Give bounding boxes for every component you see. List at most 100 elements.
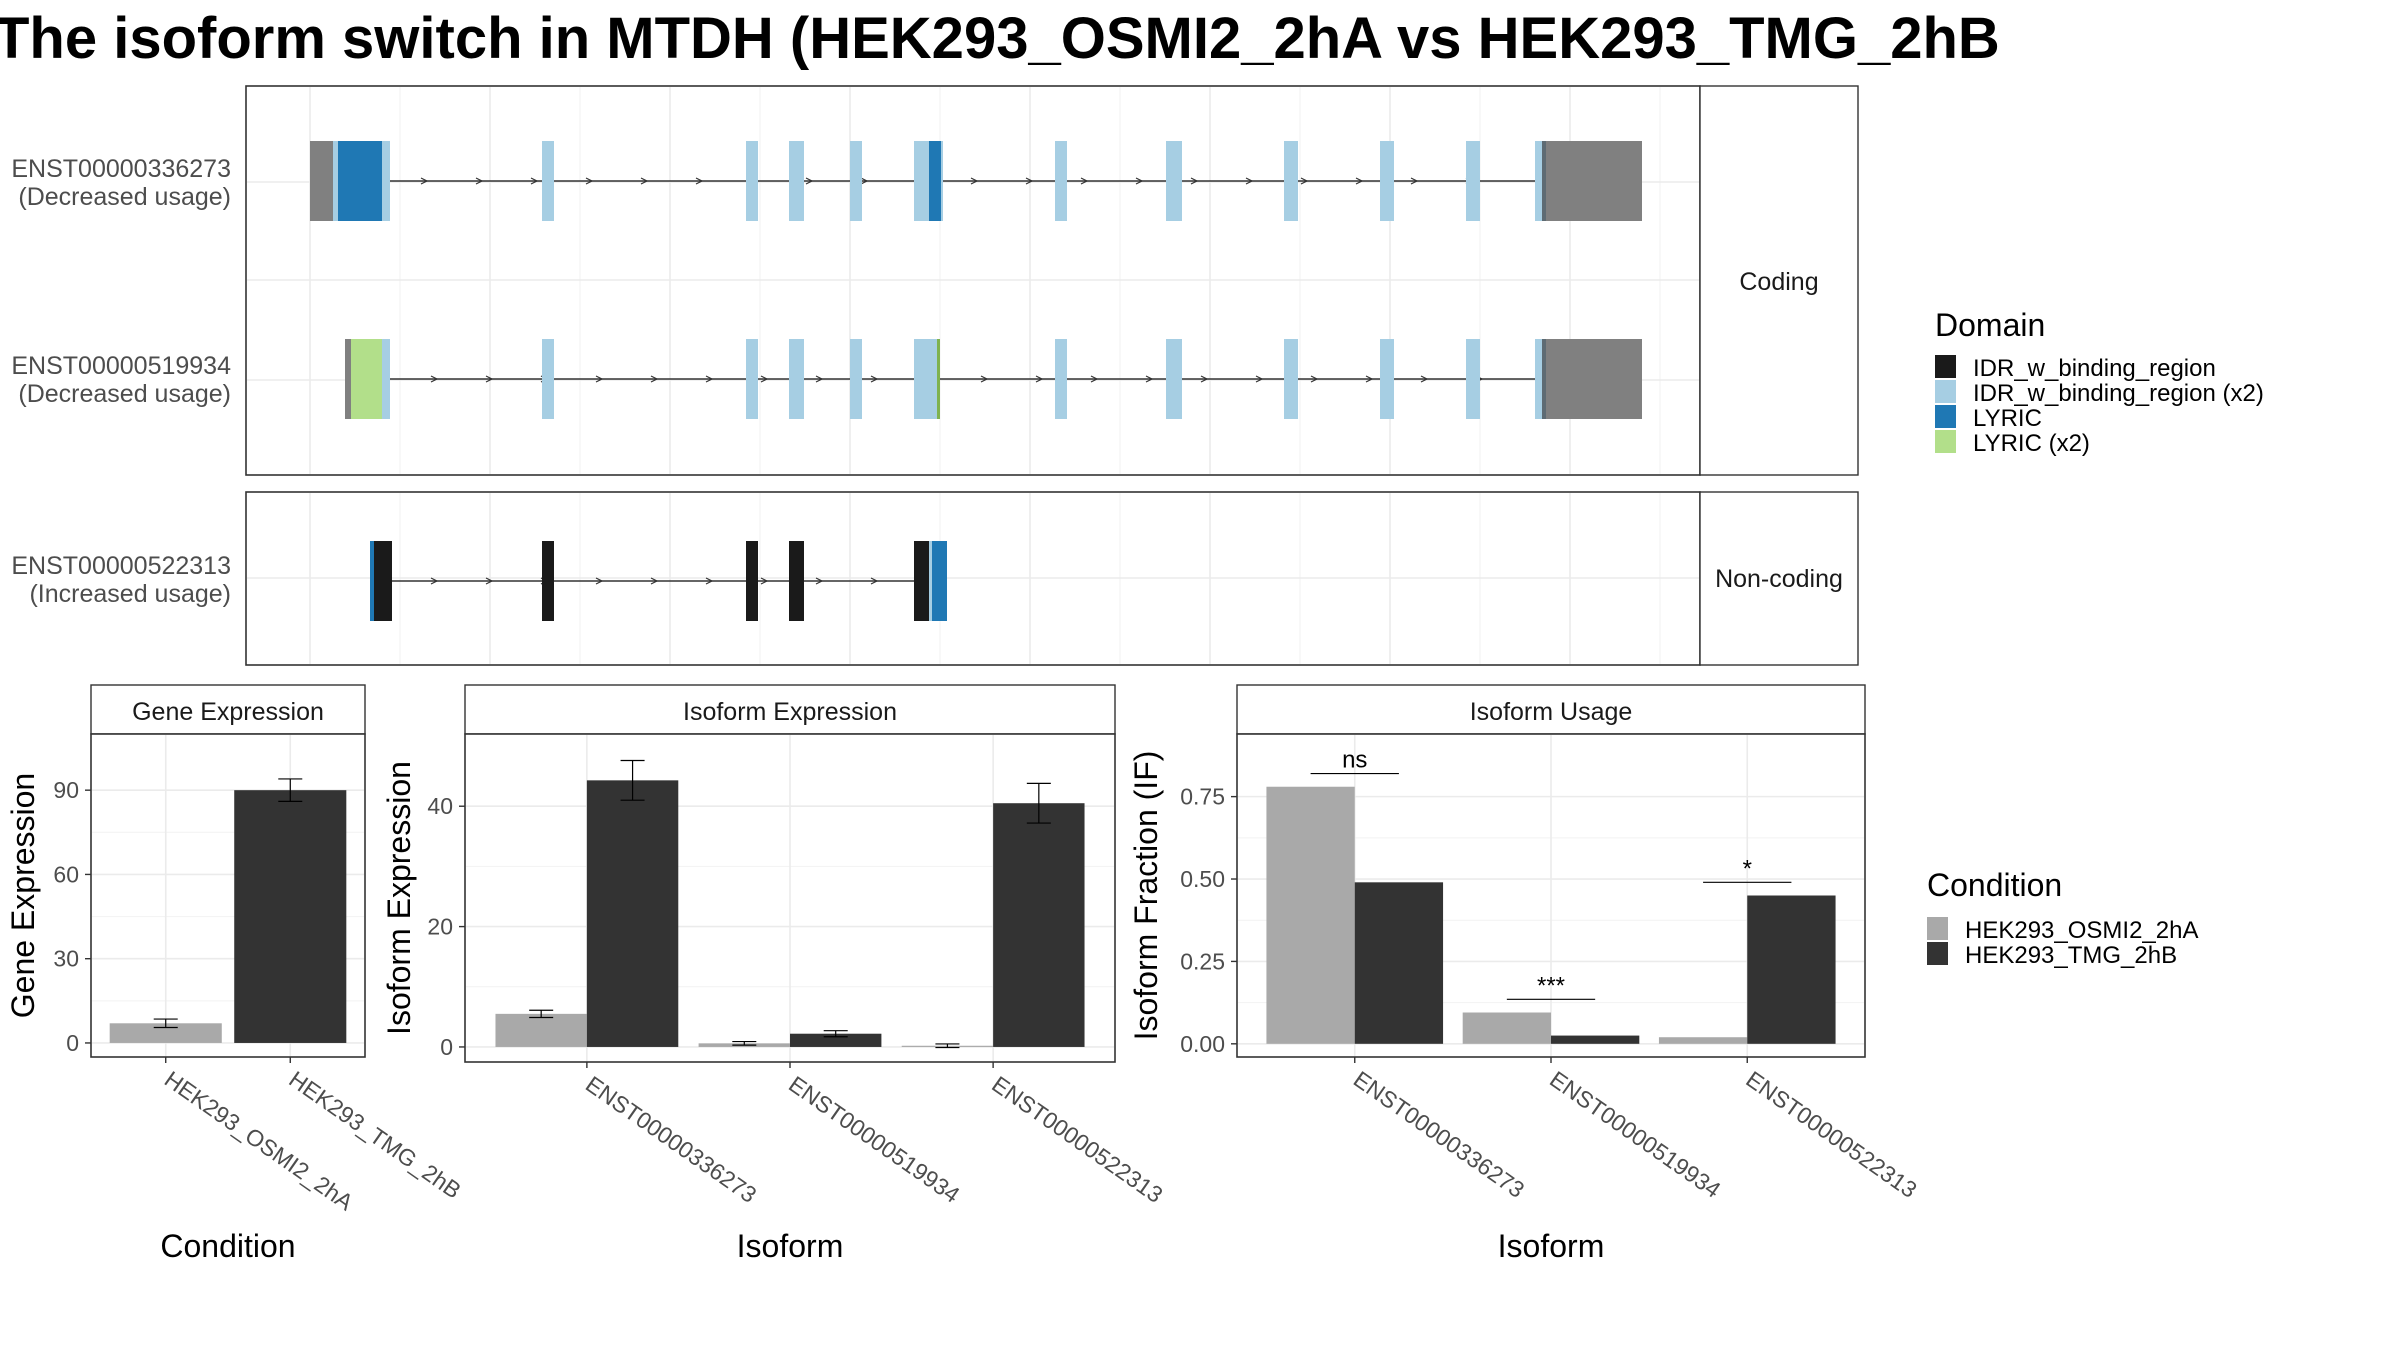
transcript-id: ENST00000519934: [11, 352, 231, 380]
bar: [1551, 1035, 1640, 1044]
transcript-id: ENST00000336273: [11, 155, 231, 183]
utr-block: [345, 339, 351, 419]
exon-idr-x2: [1166, 339, 1182, 419]
coding-strip-label: Coding: [1739, 268, 1818, 296]
legend-swatch-idr: [1935, 355, 1956, 378]
strand-arrow: [485, 375, 494, 383]
legend-label-condition-a: HEK293_OSMI2_2hA: [1965, 917, 2198, 944]
strand-arrow: [1035, 375, 1044, 383]
strand-arrow: [1255, 375, 1264, 383]
strand-arrow: [1145, 375, 1154, 383]
y-tick-label: 0.00: [1180, 1031, 1225, 1057]
x-tick-label: ENST00000336273: [1349, 1066, 1529, 1203]
isoform-usage-chart: Isoform Usage0.000.250.500.75ns****ENST0…: [1128, 684, 1922, 1264]
strand-arrow: [860, 177, 869, 185]
y-tick-label: 0.75: [1180, 784, 1225, 810]
figure-title: The isoform switch in MTDH (HEK293_OSMI2…: [0, 6, 2000, 71]
bar: [1462, 1012, 1551, 1044]
utr-block: [1546, 339, 1642, 419]
exon-lyric-x2: [351, 339, 383, 419]
exon-idr: [914, 541, 932, 621]
y-axis-title: Gene Expression: [5, 773, 41, 1018]
strand-arrow: [1420, 375, 1429, 383]
exon-idr-x2: [1055, 339, 1067, 419]
strand-arrow: [1200, 375, 1209, 383]
domain-legend-title: Domain: [1935, 307, 2045, 343]
strand-arrow: [430, 375, 439, 383]
strand-arrow: [870, 577, 879, 585]
strand-arrow: [650, 375, 659, 383]
strand-arrow: [970, 177, 979, 185]
strand-arrow: [1080, 177, 1089, 185]
exon-idr-x2: [850, 339, 862, 419]
strand-arrow: [430, 577, 439, 585]
exon-idr-x2: [1380, 339, 1394, 419]
exon-idr-x2: [929, 541, 932, 621]
error-bar: [823, 1030, 848, 1038]
x-axis-title: Condition: [160, 1228, 295, 1264]
error-bar: [153, 1018, 178, 1029]
error-bar: [1026, 782, 1051, 824]
noncoding-facet: Non-coding: [245, 491, 1859, 666]
gene-expression-chart: Gene Expression0306090HEK293_OSMI2_2hAHE…: [5, 684, 466, 1264]
exon-idr: [542, 541, 554, 621]
legend-swatch-lyric: [1935, 405, 1956, 428]
legend-label-idr: IDR_w_binding_region: [1973, 355, 2216, 382]
exon-idr-x2: [1284, 339, 1298, 419]
y-tick-label: 20: [427, 914, 453, 940]
exon-idr-x2: [789, 339, 804, 419]
transcript-labels: ENST00000336273 (Decreased usage) ENST00…: [11, 155, 231, 608]
chart-strip: [464, 684, 1116, 735]
exon-idr: [789, 541, 804, 621]
error-bar: [732, 1040, 757, 1046]
bar: [586, 780, 679, 1047]
noncoding-strip-label: Non-coding: [1715, 565, 1843, 593]
legend-label-lyric-x2: LYRIC (x2): [1973, 430, 2090, 457]
strand-arrow: [420, 177, 429, 185]
bar: [1658, 1037, 1748, 1044]
exon-edge: [1542, 339, 1546, 419]
strand-arrow: [980, 375, 989, 383]
domain-legend: Domain IDR_w_binding_region IDR_w_bindin…: [1935, 307, 2264, 457]
exon-edge: [1542, 141, 1546, 221]
coding-tracks: [310, 141, 1642, 419]
strand-arrow: [695, 177, 704, 185]
chart-strip: [1236, 684, 1866, 735]
significance-label: *: [1743, 855, 1752, 882]
exon-idr-x2: [542, 339, 554, 419]
y-tick-label: 90: [53, 777, 79, 803]
strand-arrow: [705, 577, 714, 585]
strand-arrow: [1310, 375, 1319, 383]
x-axis-title: Isoform: [1498, 1228, 1605, 1264]
transcript-usage: (Decreased usage): [18, 183, 231, 211]
y-tick-label: 0.50: [1180, 866, 1225, 892]
error-bar: [278, 778, 303, 803]
exon-idr-x2: [1466, 141, 1480, 221]
exon-idr-x2: [1055, 141, 1067, 221]
exon-idr: [374, 541, 392, 621]
exon-lyric: [370, 541, 374, 621]
condition-legend-title: Condition: [1927, 867, 2062, 903]
exon-idr-x2: [850, 141, 862, 221]
strand-arrow: [595, 577, 604, 585]
exon-idr-x2: [746, 141, 758, 221]
chart-title: Isoform Usage: [1470, 698, 1633, 726]
strand-arrow: [1025, 177, 1034, 185]
exon-idr-x2: [746, 339, 758, 419]
strand-arrow: [815, 577, 824, 585]
bar: [790, 1033, 882, 1047]
exon-lyric: [929, 141, 941, 221]
bar: [109, 1023, 222, 1043]
strand-arrow: [760, 375, 769, 383]
exon-idr-x2: [382, 339, 390, 419]
exon-idr-x2: [1284, 141, 1298, 221]
legend-label-idr-x2: IDR_w_binding_region (x2): [1973, 380, 2264, 407]
y-tick-label: 0: [66, 1030, 79, 1056]
noncoding-gridlines: [247, 493, 1699, 664]
exon-idr-x2: [1380, 141, 1394, 221]
x-tick-label: ENST00000522313: [1741, 1066, 1921, 1203]
coding-facet: Coding: [245, 85, 1859, 476]
strand-arrow: [805, 177, 814, 185]
strand-arrow: [1355, 177, 1364, 185]
y-tick-label: 40: [427, 793, 453, 819]
